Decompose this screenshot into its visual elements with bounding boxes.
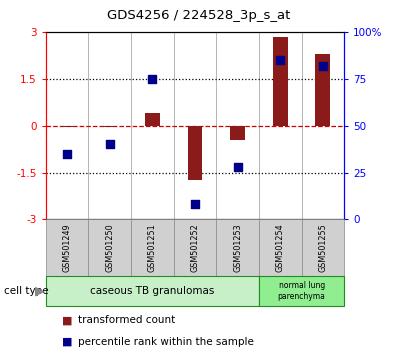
Text: ■: ■ (62, 315, 72, 325)
Text: percentile rank within the sample: percentile rank within the sample (78, 337, 254, 347)
Bar (46, 219, 88, 276)
Point (149, 76, 156, 82)
Point (192, 202, 198, 207)
Bar (131, 219, 174, 276)
Bar (60, 126, 74, 127)
Point (107, 142, 113, 147)
Text: GSM501253: GSM501253 (233, 223, 242, 272)
Text: GSM501251: GSM501251 (148, 223, 157, 272)
Bar (102, 126, 117, 127)
Text: GSM501252: GSM501252 (191, 223, 199, 272)
Text: GDS4256 / 224528_3p_s_at: GDS4256 / 224528_3p_s_at (107, 9, 291, 22)
Bar (46, 276, 259, 306)
Bar (88, 219, 131, 276)
Bar (174, 219, 217, 276)
Bar (230, 126, 245, 140)
Bar (259, 219, 302, 276)
Text: ■: ■ (62, 337, 72, 347)
Bar (273, 36, 288, 126)
Point (277, 57, 283, 63)
Text: GSM501250: GSM501250 (105, 223, 114, 272)
Bar (145, 113, 160, 126)
Text: GSM501254: GSM501254 (276, 223, 285, 272)
Bar (187, 126, 203, 181)
Bar (302, 219, 344, 276)
Bar (259, 276, 344, 306)
Text: ▶: ▶ (35, 285, 45, 298)
Point (320, 63, 326, 68)
Text: normal lung
parenchyma: normal lung parenchyma (278, 281, 326, 301)
Text: cell type: cell type (4, 286, 49, 296)
Point (64, 151, 70, 156)
Point (234, 164, 241, 170)
Text: GSM501255: GSM501255 (318, 223, 328, 272)
Text: GSM501249: GSM501249 (62, 223, 72, 272)
Text: transformed count: transformed count (78, 315, 175, 325)
Bar (217, 219, 259, 276)
Text: caseous TB granulomas: caseous TB granulomas (90, 286, 215, 296)
Bar (316, 54, 330, 126)
